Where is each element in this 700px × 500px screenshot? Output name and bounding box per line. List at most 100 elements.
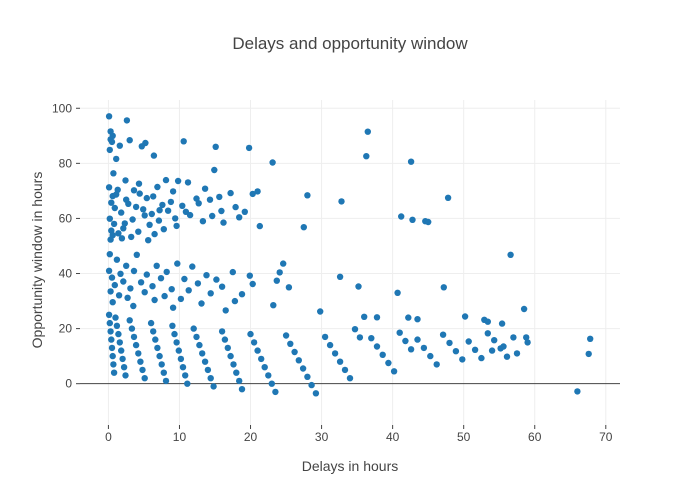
data-point[interactable] xyxy=(433,361,440,368)
data-point[interactable] xyxy=(396,329,403,336)
data-point[interactable] xyxy=(207,290,214,297)
data-point[interactable] xyxy=(478,354,485,362)
data-point[interactable] xyxy=(181,275,188,283)
data-point[interactable] xyxy=(107,328,114,335)
data-point[interactable] xyxy=(452,348,460,355)
data-point[interactable] xyxy=(179,364,187,371)
data-point[interactable] xyxy=(254,188,261,195)
data-point[interactable] xyxy=(111,204,119,212)
data-point[interactable] xyxy=(361,313,368,320)
data-point[interactable] xyxy=(241,208,248,215)
data-point[interactable] xyxy=(444,194,452,201)
data-point[interactable] xyxy=(249,280,256,288)
data-point[interactable] xyxy=(163,268,170,276)
data-point[interactable] xyxy=(414,316,421,323)
data-point[interactable] xyxy=(152,336,159,343)
data-point[interactable] xyxy=(285,284,293,291)
data-point[interactable] xyxy=(143,194,150,202)
data-point[interactable] xyxy=(287,340,294,347)
data-point[interactable] xyxy=(169,304,177,311)
data-point[interactable] xyxy=(168,286,175,293)
data-point[interactable] xyxy=(317,308,324,315)
data-point[interactable] xyxy=(140,206,147,213)
data-point[interactable] xyxy=(156,207,163,214)
data-point[interactable] xyxy=(130,187,138,194)
data-point[interactable] xyxy=(304,192,311,199)
data-point[interactable] xyxy=(139,366,146,374)
data-point[interactable] xyxy=(459,356,466,363)
data-point[interactable] xyxy=(364,128,371,135)
data-point[interactable] xyxy=(118,235,126,242)
data-point[interactable] xyxy=(146,221,153,228)
data-point[interactable] xyxy=(141,375,148,382)
data-point[interactable] xyxy=(338,198,345,205)
data-point[interactable] xyxy=(115,330,122,338)
data-point[interactable] xyxy=(213,276,220,283)
data-point[interactable] xyxy=(156,352,163,360)
data-point[interactable] xyxy=(355,283,362,290)
data-point[interactable] xyxy=(238,291,246,298)
data-point[interactable] xyxy=(121,220,128,227)
data-point[interactable] xyxy=(105,267,113,274)
data-point[interactable] xyxy=(194,280,202,287)
data-point[interactable] xyxy=(116,142,124,149)
data-point[interactable] xyxy=(190,325,197,332)
data-point[interactable] xyxy=(161,292,168,300)
data-point[interactable] xyxy=(265,372,272,379)
data-point[interactable] xyxy=(138,143,145,150)
data-point[interactable] xyxy=(113,155,120,163)
data-point[interactable] xyxy=(151,230,158,238)
data-point[interactable] xyxy=(137,358,144,365)
data-point[interactable] xyxy=(232,203,239,211)
data-point[interactable] xyxy=(236,377,243,385)
data-point[interactable] xyxy=(304,373,311,380)
data-point[interactable] xyxy=(119,355,126,363)
data-point[interactable] xyxy=(159,201,166,209)
data-point[interactable] xyxy=(291,348,298,356)
data-point[interactable] xyxy=(158,361,165,368)
data-point[interactable] xyxy=(363,153,370,160)
data-point[interactable] xyxy=(157,275,165,282)
data-point[interactable] xyxy=(488,347,496,354)
data-point[interactable] xyxy=(198,300,205,307)
data-point[interactable] xyxy=(227,189,234,197)
data-point[interactable] xyxy=(124,294,131,301)
data-point[interactable] xyxy=(108,336,115,343)
data-point[interactable] xyxy=(218,207,225,215)
data-point[interactable] xyxy=(135,228,142,235)
data-point[interactable] xyxy=(507,251,514,258)
data-point[interactable] xyxy=(148,210,155,218)
data-point[interactable] xyxy=(484,330,491,337)
data-point[interactable] xyxy=(351,326,359,333)
data-point[interactable] xyxy=(272,388,279,396)
data-point[interactable] xyxy=(173,339,180,346)
data-point[interactable] xyxy=(113,256,121,263)
data-point[interactable] xyxy=(312,390,320,397)
data-point[interactable] xyxy=(180,138,187,145)
data-point[interactable] xyxy=(120,278,127,285)
data-point[interactable] xyxy=(110,361,117,368)
data-point[interactable] xyxy=(141,212,148,219)
data-point[interactable] xyxy=(308,381,315,389)
data-point[interactable] xyxy=(587,335,594,342)
data-point[interactable] xyxy=(373,343,381,350)
data-point[interactable] xyxy=(491,337,498,344)
data-point[interactable] xyxy=(123,117,131,124)
data-point[interactable] xyxy=(282,332,290,339)
data-point[interactable] xyxy=(123,196,130,203)
data-point[interactable] xyxy=(172,215,179,222)
data-point[interactable] xyxy=(115,292,123,299)
data-point[interactable] xyxy=(160,369,167,376)
data-point[interactable] xyxy=(107,288,114,295)
data-point[interactable] xyxy=(331,350,339,357)
data-point[interactable] xyxy=(471,346,479,353)
data-point[interactable] xyxy=(390,368,398,375)
data-point[interactable] xyxy=(405,314,412,321)
data-point[interactable] xyxy=(105,184,113,191)
data-point[interactable] xyxy=(574,388,581,395)
data-point[interactable] xyxy=(425,218,432,226)
data-point[interactable] xyxy=(123,262,130,269)
data-point[interactable] xyxy=(201,185,209,192)
data-point[interactable] xyxy=(115,230,122,237)
data-point[interactable] xyxy=(373,314,381,321)
